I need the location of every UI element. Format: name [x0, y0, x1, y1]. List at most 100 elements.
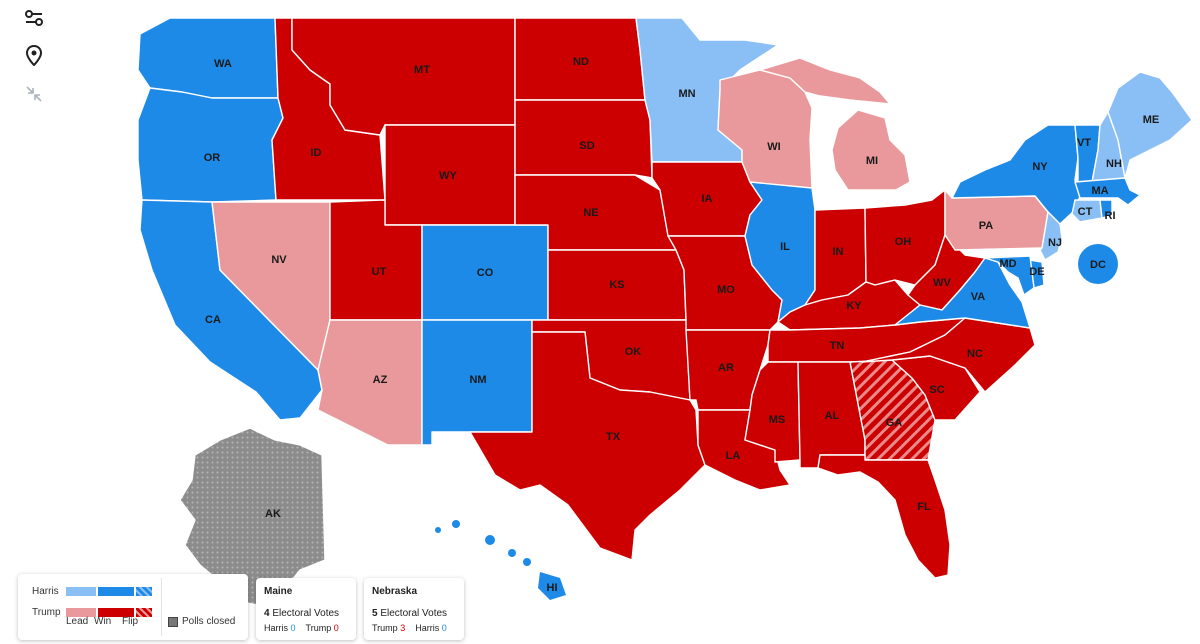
label-IA: IA	[702, 193, 713, 205]
label-NE: NE	[583, 207, 598, 219]
label-CA: CA	[205, 314, 221, 326]
state-RI[interactable]	[1099, 199, 1113, 219]
label-WY: WY	[439, 170, 457, 182]
maine-trump-value: 0	[333, 623, 339, 633]
swatch-harris-flip	[136, 587, 152, 596]
state-HI[interactable]	[435, 520, 566, 600]
nebraska-title: Nebraska	[372, 586, 418, 597]
label-VT: VT	[1077, 137, 1091, 149]
state-MD[interactable]	[984, 255, 1035, 296]
label-MN: MN	[678, 88, 695, 100]
label-MS: MS	[769, 414, 786, 426]
state-NJ[interactable]	[1039, 211, 1063, 261]
label-WA: WA	[214, 58, 232, 70]
legend-polls-closed: Polls closed	[168, 616, 235, 627]
label-NC: NC	[967, 348, 983, 360]
label-LA: LA	[726, 450, 741, 462]
label-HI: HI	[547, 582, 558, 594]
label-NJ: NJ	[1048, 237, 1062, 249]
state-MA[interactable]	[1074, 177, 1141, 206]
label-IN: IN	[833, 246, 844, 258]
location-button[interactable]	[18, 39, 50, 71]
label-AK: AK	[265, 508, 281, 520]
label-NH: NH	[1106, 158, 1122, 170]
nebraska-ev-label: Electoral Votes	[380, 608, 448, 619]
label-UT: UT	[372, 266, 387, 278]
label-MT: MT	[414, 64, 430, 76]
state-DC[interactable]	[1078, 244, 1118, 284]
nebraska-card[interactable]: Nebraska 5 Electoral Votes Trump 3 Harri…	[364, 578, 464, 640]
state-AZ[interactable]	[317, 319, 423, 446]
collapse-button[interactable]	[18, 78, 50, 110]
swatch-harris-win	[98, 587, 134, 596]
label-CT: CT	[1078, 206, 1093, 218]
legend-divider	[161, 578, 162, 636]
filter-icon	[25, 10, 43, 26]
state-PA[interactable]	[944, 189, 1049, 251]
state-NC[interactable]	[861, 317, 1036, 393]
nebraska-harris-value: 0	[441, 623, 447, 633]
state-labels: WA OR CA NV ID MT WY UT AZ CO NM ND SD N…	[204, 56, 1160, 594]
nebraska-harris: Harris 0	[415, 623, 447, 633]
label-GA: GA	[886, 417, 903, 429]
label-IL: IL	[780, 241, 790, 253]
label-DC: DC	[1090, 259, 1106, 271]
label-AZ: AZ	[373, 374, 388, 386]
maine-trump-label: Trump	[305, 623, 332, 633]
state-FL[interactable]	[817, 454, 951, 579]
label-OH: OH	[895, 236, 912, 248]
legend-flip-label: Flip	[122, 616, 139, 627]
legend-trump-label: Trump	[32, 607, 61, 618]
label-OR: OR	[204, 152, 221, 164]
label-MA: MA	[1091, 185, 1108, 197]
state-WA[interactable]	[137, 17, 279, 99]
label-AL: AL	[825, 410, 840, 422]
maine-card[interactable]: Maine 4 Electoral Votes Harris 0 Trump 0	[256, 578, 356, 640]
label-RI: RI	[1105, 210, 1116, 222]
state-ME[interactable]	[1107, 71, 1193, 179]
label-TN: TN	[830, 340, 845, 352]
label-MO: MO	[717, 284, 735, 296]
label-AR: AR	[718, 362, 734, 374]
nebraska-breakdown: Trump 3 Harris 0	[372, 623, 447, 633]
label-CO: CO	[477, 267, 494, 279]
label-NY: NY	[1032, 161, 1048, 173]
map-legend: Harris Trump Lead Win Flip Polls closed	[18, 574, 248, 640]
maine-ev-count: 4	[264, 608, 270, 619]
label-SD: SD	[579, 140, 594, 152]
maine-electoral-votes: 4 Electoral Votes	[264, 608, 339, 619]
nebraska-trump-label: Trump	[372, 623, 398, 633]
filter-button[interactable]	[18, 2, 50, 34]
label-VA: VA	[971, 291, 986, 303]
nebraska-harris-label: Harris	[415, 623, 440, 633]
state-MI-upper[interactable]	[759, 57, 891, 105]
label-MD: MD	[999, 258, 1016, 270]
state-CT[interactable]	[1071, 199, 1103, 223]
state-OR[interactable]	[137, 87, 284, 203]
label-OK: OK	[625, 346, 642, 358]
label-PA: PA	[979, 220, 994, 232]
swatch-trump-win	[98, 608, 134, 617]
label-DE: DE	[1029, 266, 1044, 278]
label-ND: ND	[573, 56, 589, 68]
label-NM: NM	[469, 374, 486, 386]
state-TX[interactable]	[469, 331, 706, 561]
swatch-harris-lead	[66, 587, 96, 596]
state-MI[interactable]	[831, 109, 911, 191]
polls-closed-swatch	[168, 616, 178, 627]
legend-win-label: Win	[94, 616, 112, 627]
label-FL: FL	[917, 501, 931, 513]
nebraska-ev-count: 5	[372, 608, 378, 619]
collapse-icon	[26, 86, 42, 102]
label-WI: WI	[767, 141, 780, 153]
maine-harris: Harris 0	[264, 623, 296, 633]
maine-breakdown: Harris 0 Trump 0	[264, 623, 339, 633]
legend-polls-closed-label: Polls closed	[182, 616, 236, 627]
maine-ev-label: Electoral Votes	[272, 608, 340, 619]
maine-harris-label: Harris	[264, 623, 288, 633]
legend-harris-label: Harris	[32, 586, 59, 597]
label-ID: ID	[311, 147, 322, 159]
location-pin-icon	[25, 44, 43, 66]
swatch-trump-flip	[136, 608, 152, 617]
